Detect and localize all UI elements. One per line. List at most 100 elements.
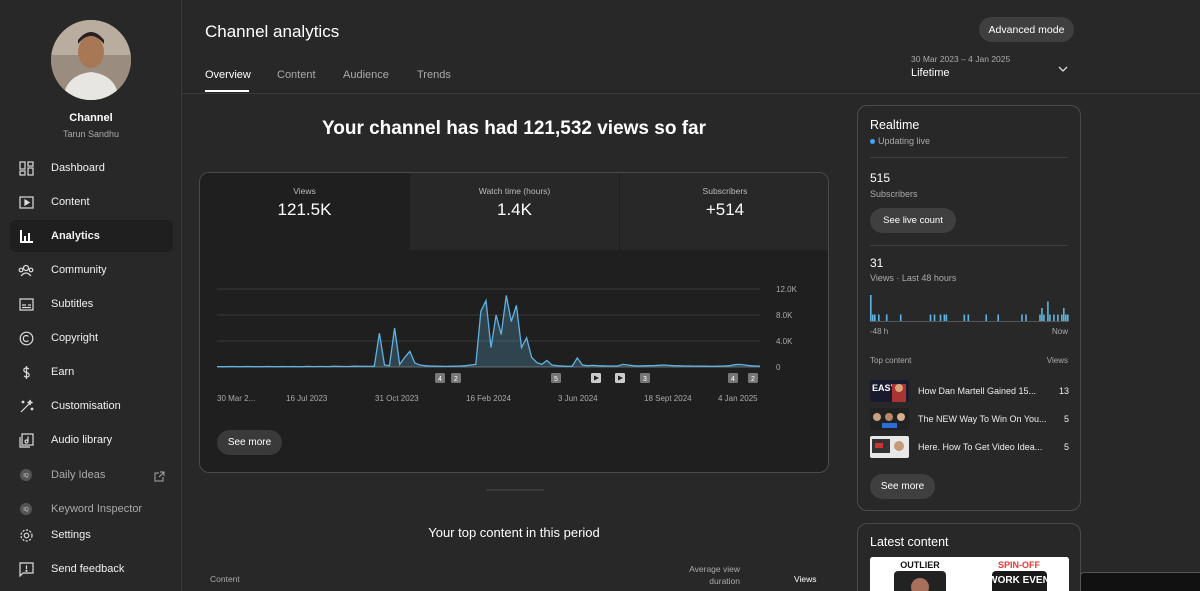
external-link-icon[interactable] [154, 469, 165, 482]
sidebar-item-dashboard[interactable]: Dashboard [10, 152, 173, 184]
svg-text:EASY: EASY [872, 383, 897, 393]
sidebar-item-send-feedback[interactable]: Send feedback [10, 553, 173, 585]
video-thumbnail [870, 408, 909, 430]
chart-marker [591, 373, 601, 383]
svg-text:2: 2 [454, 376, 458, 383]
realtime-bar [899, 314, 902, 321]
see-more-button[interactable]: See more [217, 430, 282, 455]
realtime-bar [1057, 314, 1059, 321]
views-column-label: Views [1046, 356, 1068, 365]
sidebar-item-customisation[interactable]: Customisation [10, 390, 173, 422]
realtime-bar-chart [870, 295, 1069, 322]
date-range[interactable]: 30 Mar 2023 – 4 Jan 2025 [911, 54, 1011, 64]
column-header-content[interactable]: Content [210, 574, 240, 584]
sidebar-item-earn[interactable]: Earn [10, 356, 173, 388]
dollar-icon [18, 364, 34, 380]
gear-icon [18, 527, 34, 543]
see-more-button[interactable]: See more [870, 474, 935, 499]
svg-text:4: 4 [731, 376, 735, 383]
thumbnail-text-right: SPIN-OFF [998, 560, 1041, 570]
divider [870, 157, 1068, 158]
sidebar-item-label: Settings [51, 529, 91, 541]
subscriber-label: Subscribers [870, 189, 918, 199]
realtime-bar [945, 314, 948, 321]
sidebar-item-settings[interactable]: Settings [10, 519, 173, 551]
metric-label: Views [293, 186, 316, 196]
sidebar-item-label: Dashboard [51, 162, 105, 174]
avatar[interactable] [51, 20, 131, 100]
sidebar-item-community[interactable]: Community [10, 254, 173, 286]
video-thumbnail[interactable]: OUTLIER SPIN-OFF WORK EVEN [870, 557, 1069, 591]
subscriber-count: 515 [870, 171, 891, 185]
y-tick-label: 12.0K [776, 285, 798, 294]
video-title: The NEW Way To Win On You... [918, 414, 1046, 424]
sidebar-item-label: Keyword Inspector [51, 503, 143, 515]
live-status: Updating live [878, 136, 931, 146]
video-title: Here. How To Get Video Idea... [918, 442, 1043, 452]
sidebar-item-label: Community [51, 264, 107, 276]
sidebar-item-subtitles[interactable]: Subtitles [10, 288, 173, 320]
svg-text:IQ: IQ [23, 507, 28, 513]
metric-tab-watch-time[interactable]: Watch time (hours) 1.4K [410, 173, 619, 250]
video-thumbnail [870, 436, 909, 458]
sidebar-item-daily-ideas[interactable]: IQ Daily Ideas [10, 459, 173, 491]
realtime-bar [1067, 314, 1069, 321]
sidebar-item-audio-library[interactable]: Audio library [10, 424, 173, 456]
tab-content[interactable]: Content [277, 69, 316, 81]
period-select[interactable]: Lifetime [911, 67, 950, 79]
realtime-bar [963, 314, 966, 321]
sidebar-item-label: Daily Ideas [51, 469, 106, 481]
thumbnail-text-left: OUTLIER [900, 560, 940, 570]
tab-overview[interactable]: Overview [205, 69, 251, 81]
metric-value: 121.5K [277, 200, 332, 219]
tab-trends[interactable]: Trends [417, 69, 451, 81]
extension-icon: IQ [18, 501, 34, 517]
sidebar-item-label: Earn [51, 366, 75, 378]
sidebar-item-analytics[interactable]: Analytics [10, 220, 173, 252]
top-content-label: Top content [870, 356, 912, 365]
floating-window[interactable] [1080, 572, 1200, 591]
list-item[interactable]: EASY How Dan Martell Gained 15... 13 [870, 380, 1069, 404]
sidebar-item-keyword-inspector[interactable]: IQ Keyword Inspector [10, 493, 173, 525]
metric-tab-subscribers[interactable]: Subscribers +514 [620, 173, 828, 250]
feedback-icon [18, 561, 34, 577]
list-item[interactable]: Here. How To Get Video Idea... 5 [870, 436, 1069, 460]
video-views: 13 [1058, 386, 1069, 396]
sidebar-item-content[interactable]: Content [10, 186, 173, 218]
thumbnail-text-center: WORK EVEN [988, 575, 1050, 586]
divider [182, 93, 1200, 94]
divider [870, 245, 1068, 246]
sidebar-item-label: Content [51, 196, 90, 208]
column-header-avg-duration[interactable]: Average view duration [689, 564, 740, 586]
see-live-count-button[interactable]: See live count [870, 208, 956, 233]
realtime-bar [1039, 314, 1041, 321]
metrics-card: Views 121.5K Watch time (hours) 1.4K Sub… [199, 172, 829, 473]
copyright-icon [18, 330, 34, 346]
realtime-bar [943, 314, 946, 321]
realtime-bar [878, 314, 880, 321]
realtime-title: Realtime [870, 118, 920, 132]
realtime-bar [1021, 314, 1023, 321]
realtime-bar [997, 314, 999, 321]
chart-marker: 3 [640, 373, 650, 383]
chevron-down-icon[interactable] [1057, 62, 1069, 74]
x-tick-label: 16 Jul 2023 [286, 394, 328, 403]
chart-marker: 2 [748, 373, 758, 383]
tab-audience[interactable]: Audience [343, 69, 389, 81]
metric-tab-views[interactable]: Views 121.5K [200, 173, 409, 251]
video-views: 5 [1063, 414, 1069, 424]
advanced-mode-button[interactable]: Advanced mode [979, 17, 1074, 42]
tab-underline [205, 90, 249, 92]
sidebar-item-label: Analytics [51, 230, 100, 242]
video-thumbnail: EASY [870, 380, 909, 402]
realtime-bar [1047, 301, 1049, 321]
divider [486, 489, 544, 491]
column-header-views[interactable]: Views [794, 574, 817, 584]
chart-marker: 2 [451, 373, 461, 383]
x-tick-label: 31 Oct 2023 [375, 394, 419, 403]
list-item[interactable]: The NEW Way To Win On You... 5 [870, 408, 1069, 432]
sidebar-item-copyright[interactable]: Copyright [10, 322, 173, 354]
latest-content-card: Latest content OUTLIER SPIN-OFF WORK EVE… [857, 523, 1081, 591]
chart-marker [615, 373, 625, 383]
series-area [217, 295, 760, 367]
